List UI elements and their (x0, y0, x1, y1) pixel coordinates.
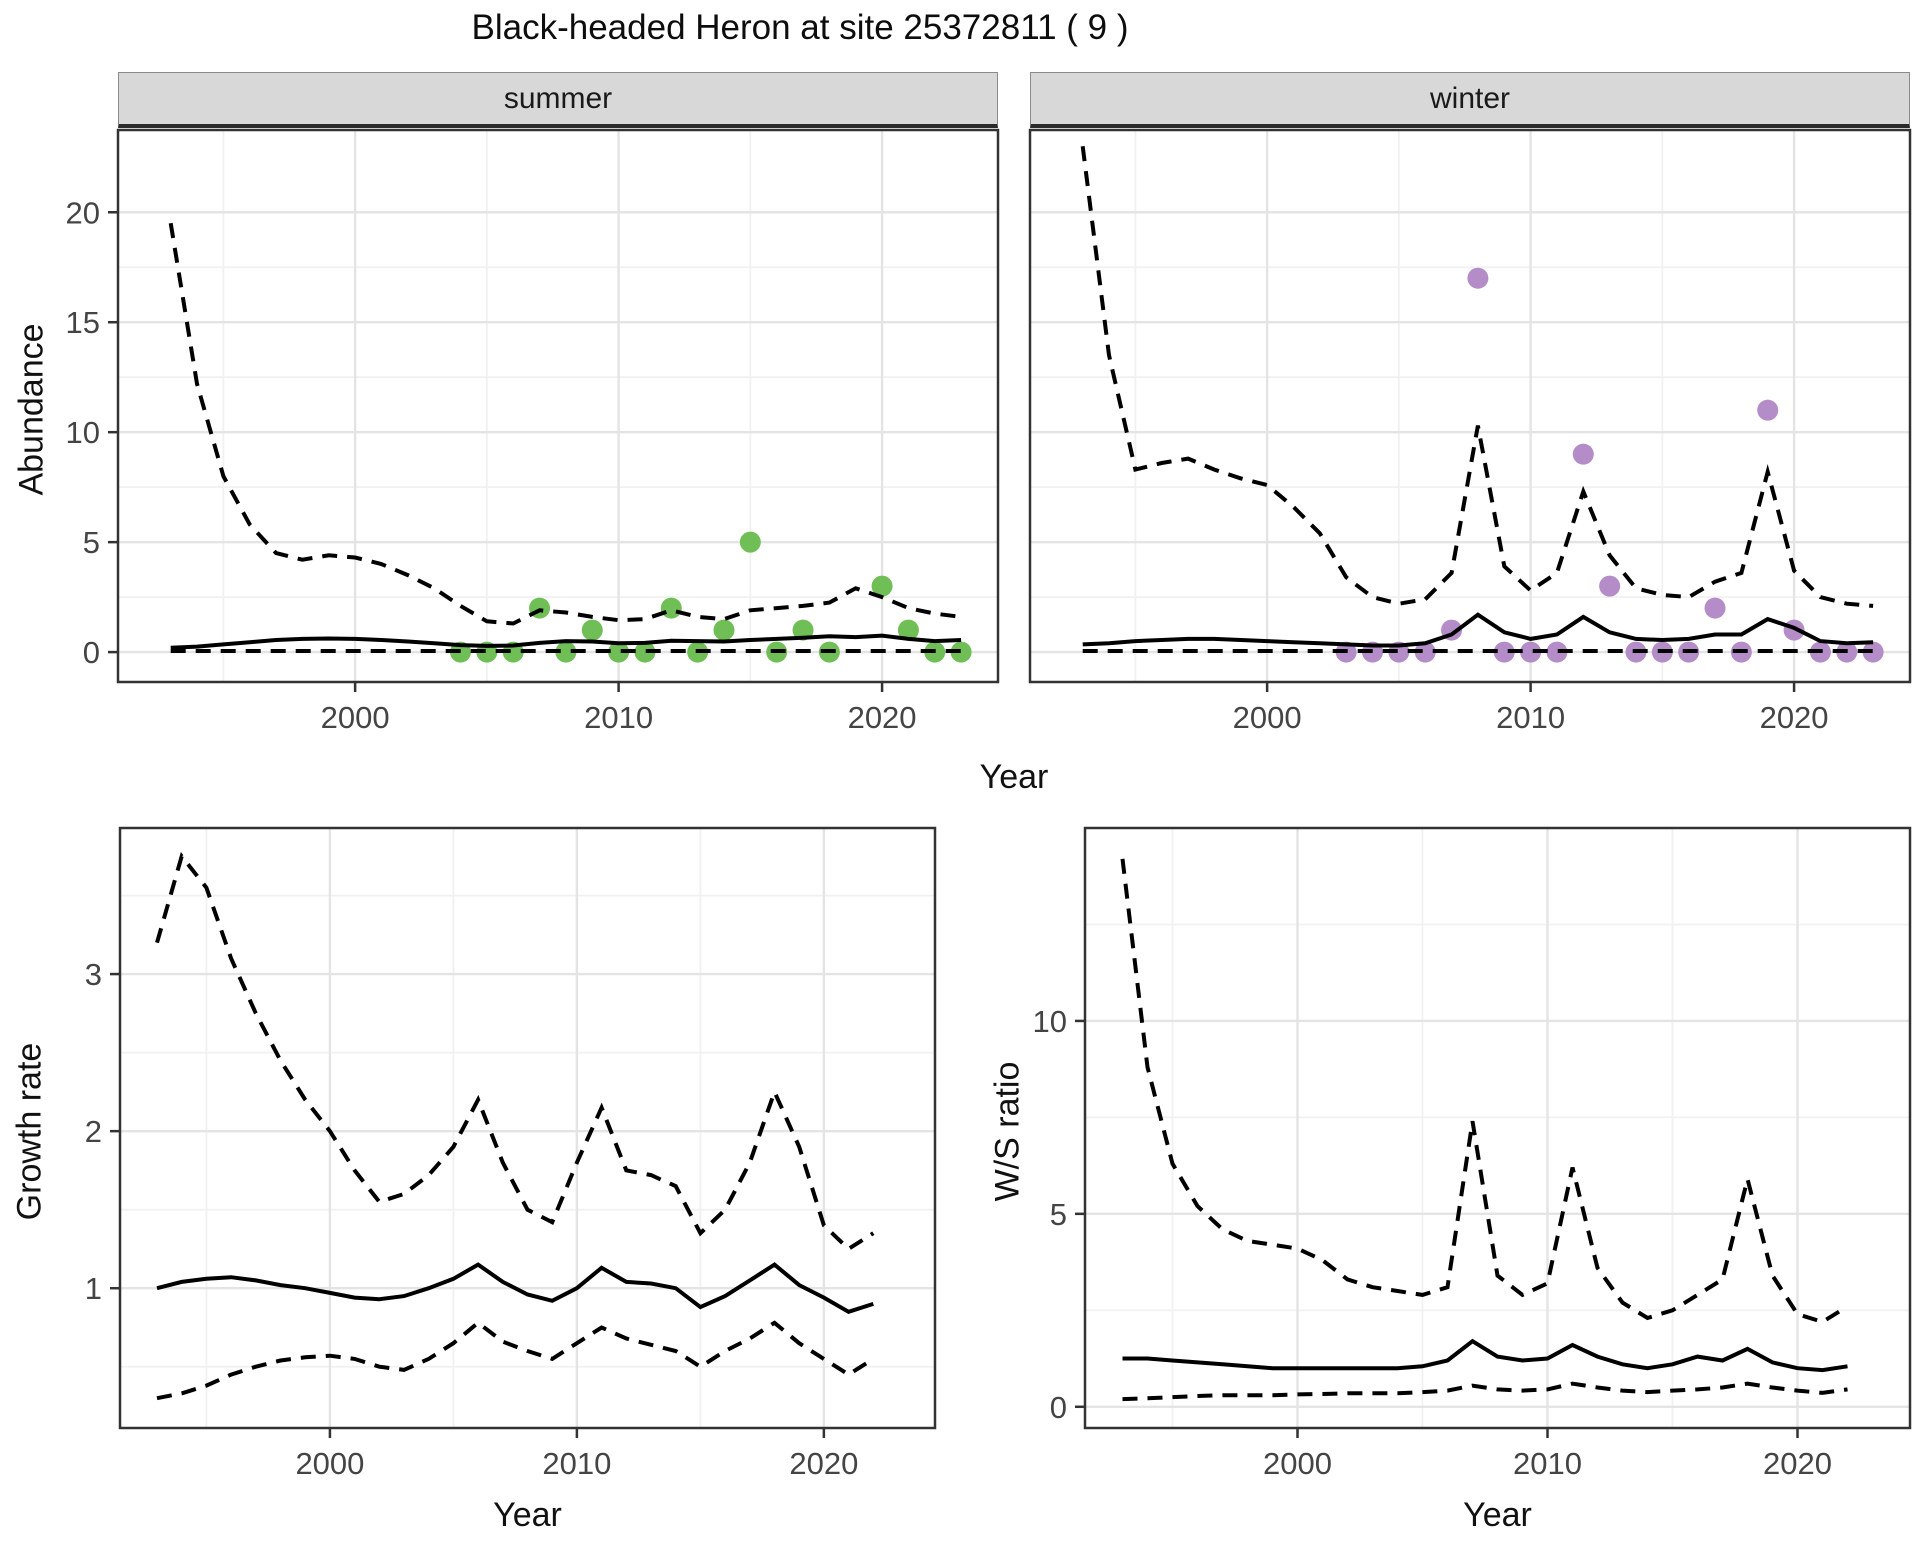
data-point (1704, 597, 1726, 619)
plot-title: Black-headed Heron at site 25372811 ( 9 … (471, 8, 1129, 47)
x-tick-label: 2010 (1496, 700, 1565, 735)
data-point (660, 597, 682, 619)
x-tick-label: 2020 (848, 700, 917, 735)
series-mean (156, 1262, 874, 1314)
y-tick-label: 0 (83, 635, 100, 670)
x-tick-label: 2000 (1263, 1446, 1332, 1481)
x-axis-title-bottom-right: Year (1463, 1496, 1532, 1534)
data-point (871, 575, 893, 597)
y-tick-label: 15 (66, 305, 100, 340)
x-axis-title-top: Year (979, 758, 1049, 796)
y-tick-label: 10 (1033, 1004, 1067, 1039)
data-point (1467, 267, 1489, 289)
y-tick-label: 20 (66, 195, 100, 230)
x-axis-title-bottom-left: Year (493, 1496, 562, 1534)
panel-abundance-summer (118, 130, 998, 682)
data-point (1546, 641, 1568, 663)
data-point (1599, 575, 1621, 597)
data-point (792, 619, 814, 641)
series-upper_ci (155, 851, 875, 1252)
x-tick-label: 2000 (295, 1446, 364, 1481)
facet-label-winter: winter (1429, 81, 1511, 115)
y-tick-label: 5 (1050, 1197, 1067, 1232)
panel-border (116, 128, 1000, 684)
y-tick-label: 2 (85, 1114, 102, 1149)
data-point (608, 641, 630, 663)
data-point (555, 641, 577, 663)
data-point (713, 619, 735, 641)
data-point (897, 619, 919, 641)
x-tick-label: 2010 (584, 700, 653, 735)
facet-strip-summer: summer (118, 72, 998, 128)
series-lower_ci (156, 1320, 875, 1401)
x-tick-label: 2010 (542, 1446, 611, 1481)
data-point (739, 531, 761, 553)
x-tick-label: 2000 (321, 700, 390, 735)
data-point (634, 641, 656, 663)
panel-border (118, 826, 937, 1430)
panel-growth-rate (120, 828, 935, 1428)
panel-ws-ratio (1085, 828, 1910, 1428)
y-tick-label: 1 (85, 1271, 102, 1306)
y-tick-label: 0 (1050, 1390, 1067, 1425)
data-point (1862, 641, 1884, 663)
data-point (1520, 641, 1542, 663)
data-point (950, 641, 972, 663)
y-axis-title-abundance: Abundance (12, 323, 51, 496)
panel-border (1028, 128, 1912, 684)
y-axis-title-ws-ratio: W/S ratio (988, 1061, 1027, 1202)
series-mean (1122, 1338, 1848, 1373)
series-lower_ci (1122, 1381, 1848, 1402)
data-point (1414, 641, 1436, 663)
facet-label-summer: summer (503, 81, 613, 115)
series-upper_ci (1120, 858, 1849, 1325)
data-point (581, 619, 603, 641)
panel-border (1083, 826, 1912, 1430)
y-axis-title-growth-rate: Growth rate (10, 1042, 49, 1221)
y-tick-label: 5 (83, 525, 100, 560)
series-upper_ci (1080, 146, 1874, 608)
y-tick-label: 3 (85, 957, 102, 992)
x-tick-label: 2020 (1763, 1446, 1832, 1481)
series-mean (170, 633, 962, 650)
data-point (1493, 641, 1515, 663)
y-tick-label: 10 (66, 415, 100, 450)
facet-strip-winter: winter (1030, 72, 1910, 128)
x-tick-label: 2010 (1513, 1446, 1582, 1481)
data-point (1757, 399, 1779, 421)
x-tick-label: 2020 (789, 1446, 858, 1481)
series-upper_ci (168, 222, 962, 626)
series-mean (1082, 612, 1874, 648)
panel-abundance-winter (1030, 130, 1910, 682)
data-point (1572, 443, 1594, 465)
x-tick-label: 2000 (1233, 700, 1302, 735)
x-tick-label: 2020 (1760, 700, 1829, 735)
